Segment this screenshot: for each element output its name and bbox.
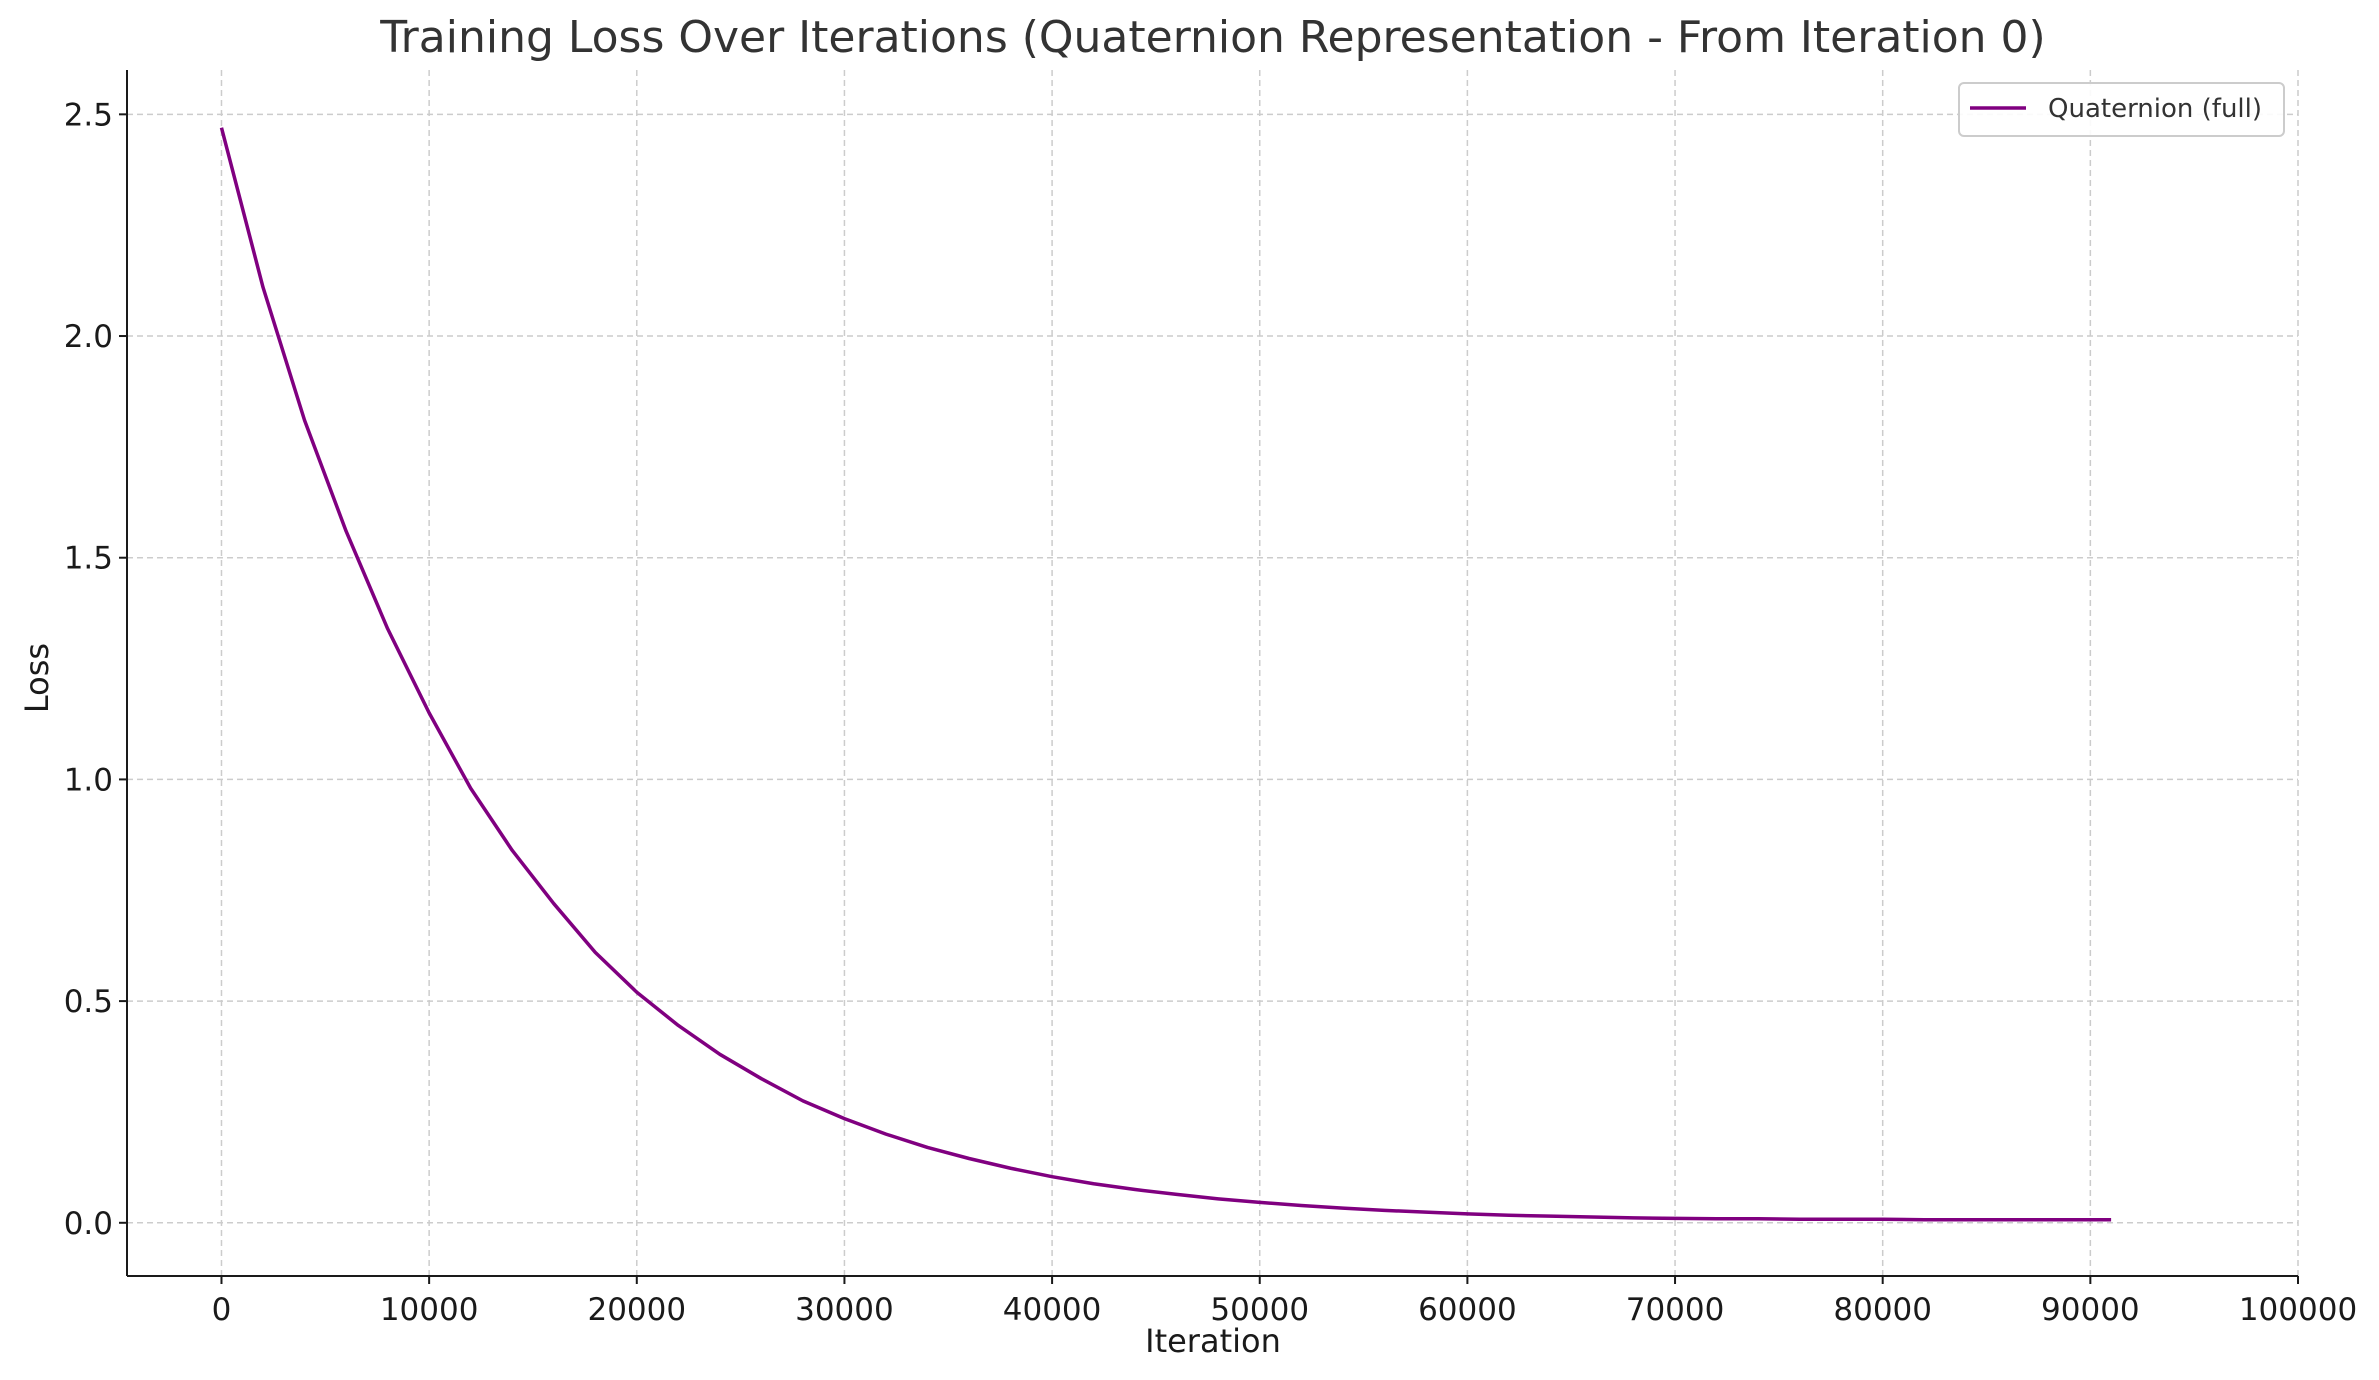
x-tick-label: 50000 <box>1210 1292 1309 1328</box>
y-tick-label: 2.5 <box>64 97 113 133</box>
x-tick-label: 20000 <box>587 1292 686 1328</box>
x-tick-label: 30000 <box>795 1292 894 1328</box>
series-line <box>219 127 2112 1222</box>
tick-marks: 0 10000 20000 30000 40000 50000 60000 70000 8000… <box>64 97 2357 1328</box>
chart-title: Training Loss Over Iterations (Quaternio… <box>379 12 2045 63</box>
y-tick-label: 1.0 <box>64 762 113 798</box>
axes <box>126 70 2298 1277</box>
x-tick-label: 70000 <box>1626 1292 1725 1328</box>
y-tick-label: 0.0 <box>64 1206 113 1242</box>
x-tick-label: 0 <box>212 1292 232 1328</box>
x-tick-label: 40000 <box>1003 1292 1102 1328</box>
y-tick-label: 0.5 <box>64 984 113 1020</box>
x-tick-label: 90000 <box>2041 1292 2140 1328</box>
legend: Quaternion (full) <box>1958 82 2285 137</box>
x-tick-label: 10000 <box>380 1292 479 1328</box>
series-layer <box>219 127 2112 1222</box>
x-axis-title: Iteration <box>1145 1322 1281 1360</box>
y-axis-title: Loss <box>18 643 56 713</box>
x-tick-label: 80000 <box>1833 1292 1932 1328</box>
y-tick-label: 2.0 <box>64 319 113 355</box>
x-tick-label: 60000 <box>1418 1292 1517 1328</box>
legend-label: Quaternion (full) <box>2048 94 2262 124</box>
x-tick-label: 100000 <box>2239 1292 2357 1328</box>
y-tick-label: 1.5 <box>64 541 113 577</box>
legend-box <box>1958 82 2285 137</box>
grid-lines <box>127 70 2299 1276</box>
